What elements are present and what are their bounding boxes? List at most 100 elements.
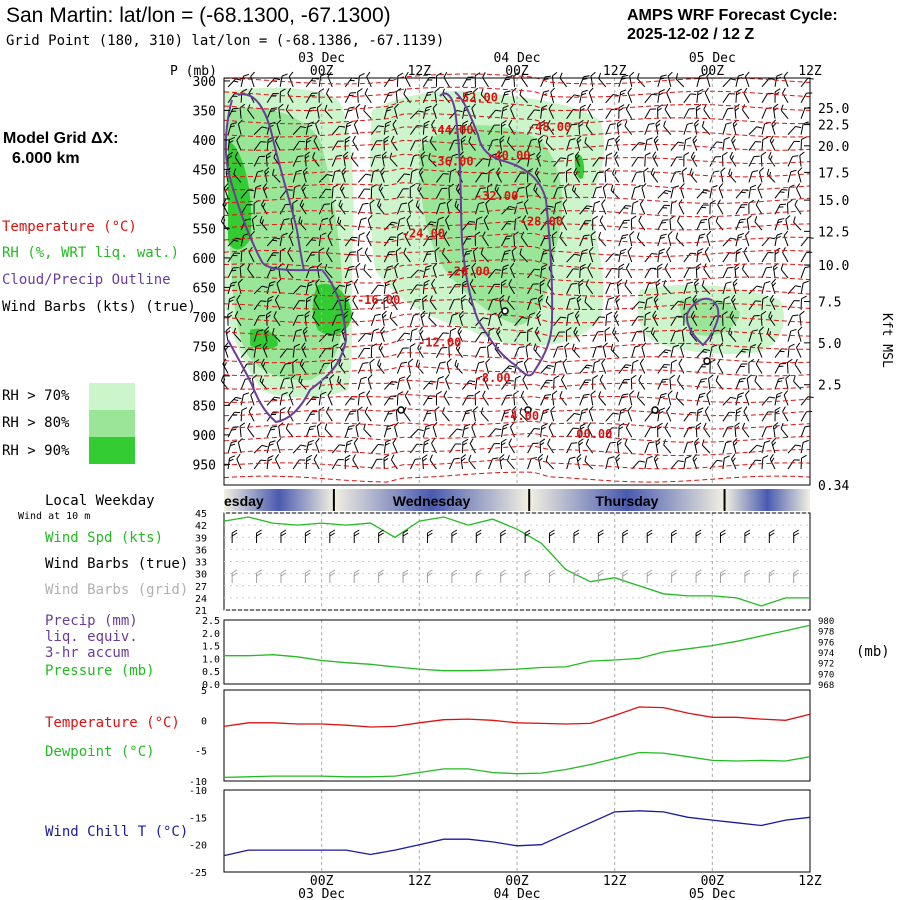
- wind-barb-grid: [426, 569, 433, 583]
- wind-barb: [253, 126, 268, 135]
- wind-barb: [501, 76, 513, 88]
- wind-barb: [696, 204, 709, 215]
- wind-barb: [389, 152, 398, 167]
- wind-barb: [800, 439, 809, 454]
- wind-barb: [480, 407, 489, 422]
- wind-barb: [690, 151, 698, 167]
- page-title: San Martin: lat/lon = (-68.1300, -67.130…: [6, 4, 391, 27]
- wind-barb: [598, 391, 607, 406]
- wind-barb: [344, 265, 355, 279]
- hour-label: 12Z: [603, 874, 627, 889]
- wind-barb: [422, 120, 430, 135]
- wind-barb: [644, 252, 658, 263]
- cloud-outline: [224, 99, 348, 424]
- wind-barb: [670, 141, 684, 151]
- wind-barb: [410, 110, 424, 120]
- height-tick-label: 22.5: [818, 119, 849, 134]
- wind-barb: [527, 327, 534, 342]
- wind-barb: [292, 329, 302, 342]
- wind-barb: [475, 172, 488, 183]
- wind-barb: [494, 183, 502, 199]
- rh90-region: [228, 140, 252, 250]
- wind-barb: [592, 316, 606, 327]
- wind-barb: [509, 262, 516, 279]
- wind-barb: [378, 183, 385, 199]
- wind-barb: [795, 342, 802, 358]
- wind-barb: [279, 363, 292, 374]
- wind-barb: [366, 71, 372, 88]
- wind-barb: [706, 230, 712, 247]
- wind-barb: [641, 342, 647, 358]
- wind-barb: [785, 374, 791, 390]
- wind-barb: [540, 364, 554, 374]
- wind-barb: [769, 135, 776, 151]
- wind-barb: [527, 297, 537, 310]
- wind-barb: [404, 390, 411, 406]
- wind-barb: [553, 186, 564, 199]
- wind-barb: [536, 310, 542, 326]
- wind-barb: [755, 199, 763, 215]
- wind-barb: [774, 189, 788, 199]
- wind-barb: [578, 119, 584, 135]
- wind-ytick-label: 27: [195, 582, 207, 593]
- wind-barb: [579, 205, 593, 215]
- top-time-axis: 00Z 12Z 00Z 12Z 00Z 12Z 03 Dec 04 Dec 05 Dec: [298, 51, 822, 79]
- pressure-tick-label: 970: [818, 670, 834, 680]
- wind-barb: [383, 439, 392, 454]
- wind-barb: [396, 391, 404, 406]
- wind-barb: [729, 311, 737, 327]
- wind-barb: [448, 342, 454, 358]
- wind-barb: [683, 426, 695, 438]
- hour-label: 00Z: [505, 64, 529, 79]
- rh80-region: [679, 298, 740, 336]
- wind-barb: [787, 184, 795, 199]
- wind-barb: [748, 285, 763, 295]
- wind-barb: [787, 343, 795, 358]
- wind-barb: [592, 200, 601, 215]
- wind-barb: [722, 455, 730, 470]
- station-marker: [524, 406, 532, 414]
- weekday-label: esday: [224, 493, 264, 509]
- wind-barb: [383, 454, 390, 470]
- wind-barb: [460, 135, 467, 151]
- wind-barb: [474, 375, 483, 390]
- wind-barb: [468, 136, 476, 151]
- cloud-outlines: [224, 91, 720, 424]
- isotherm-line: [223, 182, 811, 191]
- wind-barb: [435, 361, 446, 374]
- wind-barb: [338, 359, 346, 374]
- wind-barb: [325, 406, 333, 422]
- wind-barb: [353, 119, 359, 135]
- wind-barb: [305, 92, 318, 104]
- wind-barb: [564, 183, 570, 199]
- wind-barb: [592, 186, 602, 199]
- pressure-tick-label: 980: [818, 617, 834, 627]
- wind-barb: [631, 171, 643, 183]
- wind-barb: [274, 454, 281, 470]
- wind-barb: [664, 263, 672, 279]
- wind-barb: [501, 90, 511, 103]
- wind-barb: [331, 184, 339, 199]
- cross-section-panel: -52.00-44.00 -48.00-40.00-36.00-32.00-28.…: [170, 64, 894, 872]
- wind-barb: [274, 135, 281, 151]
- wind-barb: [446, 358, 452, 374]
- wind-barb: [259, 216, 268, 231]
- wind-barb: [761, 295, 769, 310]
- wind-barb: [703, 104, 711, 119]
- wind-barb: [696, 248, 704, 263]
- wind-barb: [500, 120, 507, 135]
- pressure-tick-label: 750: [193, 340, 216, 355]
- wind-barb: [227, 252, 241, 263]
- wind-barb: [571, 184, 581, 199]
- wind-barb: [683, 455, 692, 470]
- wind-barb: [743, 406, 750, 422]
- wind-barb: [540, 394, 551, 406]
- wind-barb: [601, 358, 607, 374]
- wind-barb: [644, 152, 651, 167]
- temperature-dewpoint-panel: Temperature (°C) Dewpoint (°C) 5 0 -5 -10: [45, 686, 811, 788]
- wind-barb: [409, 458, 422, 470]
- td-ytick-label: -10: [189, 777, 207, 788]
- wind-barb: [253, 155, 265, 167]
- wind-barb: [329, 374, 335, 390]
- weekday-band: esday Wednesday Thursday: [224, 489, 810, 511]
